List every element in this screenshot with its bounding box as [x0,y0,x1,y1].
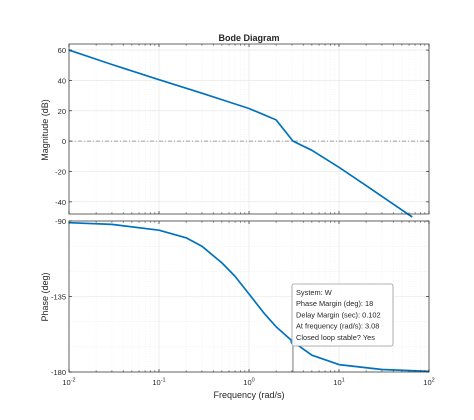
phase-y-tick-label: -135 [51,293,66,302]
magnitude-axes: 60 40 20 0 -20 -40 [55,43,430,218]
magnitude-series-line [68,49,413,218]
datatip-line: Phase Margin (deg): 18 [296,299,373,308]
datatip[interactable]: System: W Phase Margin (deg): 18 Delay Mar… [291,283,394,347]
datatip-box [291,283,394,347]
x-axis-label: Frequency (rad/s) [213,390,284,400]
phase-y-tick-label: -180 [51,368,66,377]
magnitude-y-tick-label: 0 [62,137,66,146]
magnitude-y-tick-label: -20 [55,168,66,177]
phase-series-line [68,221,430,373]
x-tick-label: 100 [243,378,254,388]
magnitude-y-tick-label: 60 [58,46,66,55]
chart-title: Bode Diagram [218,33,279,43]
datatip-line: At frequency (rad/s): 3.08 [296,322,379,331]
x-tick-label: 10-2 [62,378,75,388]
magnitude-y-tick-label: -40 [55,198,66,207]
magnitude-axis-label: Magnitude (dB) [40,99,50,161]
x-tick-label: 102 [423,378,434,388]
x-tick-label: 101 [333,378,344,388]
magnitude-y-tick-label: 20 [58,107,66,116]
datatip-line: Closed loop stable? Yes [296,333,375,342]
phase-axis-label: Phase (deg) [40,272,50,321]
x-tick-label: 10-1 [152,378,165,388]
datatip-line: System: W [296,288,332,297]
datatip-line: Delay Margin (sec): 0.102 [296,310,381,319]
magnitude-y-tick-label: 40 [58,76,66,85]
phase-y-tick-label: -90 [55,217,66,226]
